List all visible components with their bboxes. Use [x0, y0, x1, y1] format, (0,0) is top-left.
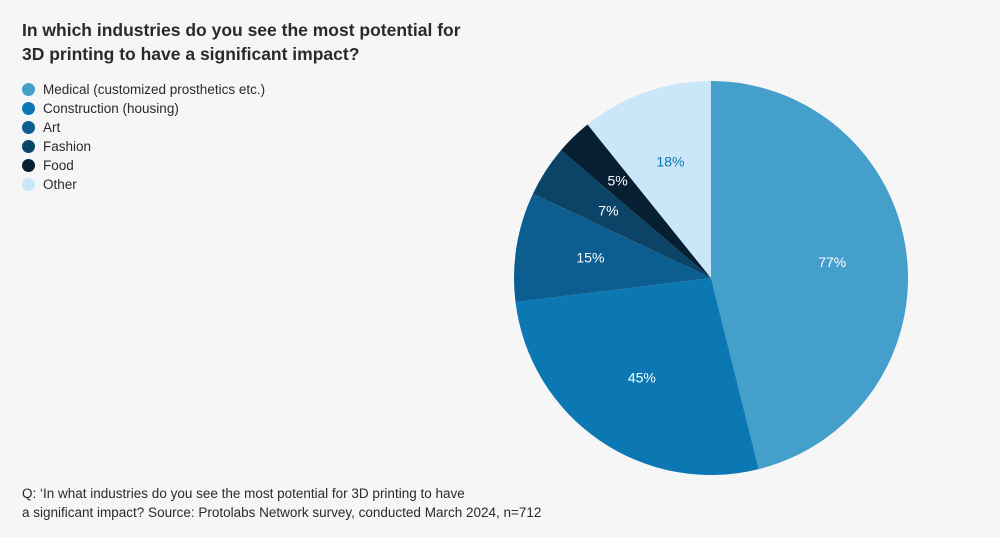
source-note: Q: ‘In what industries do you see the mo… [22, 484, 622, 522]
legend-item: Other [22, 175, 265, 194]
legend-label: Art [43, 120, 61, 135]
pie-data-label: 7% [598, 202, 618, 218]
pie-slice [514, 193, 711, 303]
chart-title: In which industries do you see the most … [22, 18, 492, 66]
source-note-line-2: a significant impact? Source: Protolabs … [22, 505, 542, 520]
legend-label: Medical (customized prosthetics etc.) [43, 82, 266, 97]
legend-label: Food [43, 158, 74, 173]
pie-slice [515, 278, 759, 475]
legend-item: Art [22, 118, 265, 137]
source-note-line-1: Q: ‘In what industries do you see the mo… [22, 486, 465, 501]
legend-label: Construction (housing) [43, 101, 179, 116]
pie-data-label: 45% [628, 369, 656, 385]
pie-slice [561, 124, 711, 278]
pie-slice [587, 81, 711, 278]
pie-data-label: 77% [818, 254, 846, 270]
legend-item: Medical (customized prosthetics etc.) [22, 80, 265, 99]
legend-label: Fashion [43, 139, 92, 154]
legend-swatch [22, 178, 35, 191]
chart-title-line-1: In which industries do you see the most … [22, 20, 461, 40]
legend-swatch [22, 83, 35, 96]
legend-item: Food [22, 156, 265, 175]
pie-data-label: 5% [608, 173, 628, 189]
chart-title-line-2: 3D printing to have a significant impact… [22, 44, 360, 64]
pie-slice [711, 81, 909, 470]
legend-item: Construction (housing) [22, 99, 265, 118]
legend-swatch [22, 102, 35, 115]
legend-swatch [22, 140, 35, 153]
legend-label: Other [43, 177, 77, 192]
pie-data-label: 18% [656, 153, 684, 169]
legend-item: Fashion [22, 137, 265, 156]
legend-swatch [22, 159, 35, 172]
legend-swatch [22, 121, 35, 134]
pie-slice [532, 150, 711, 278]
pie-data-label: 15% [576, 249, 604, 265]
chart-legend: Medical (customized prosthetics etc.) Con… [22, 80, 265, 194]
